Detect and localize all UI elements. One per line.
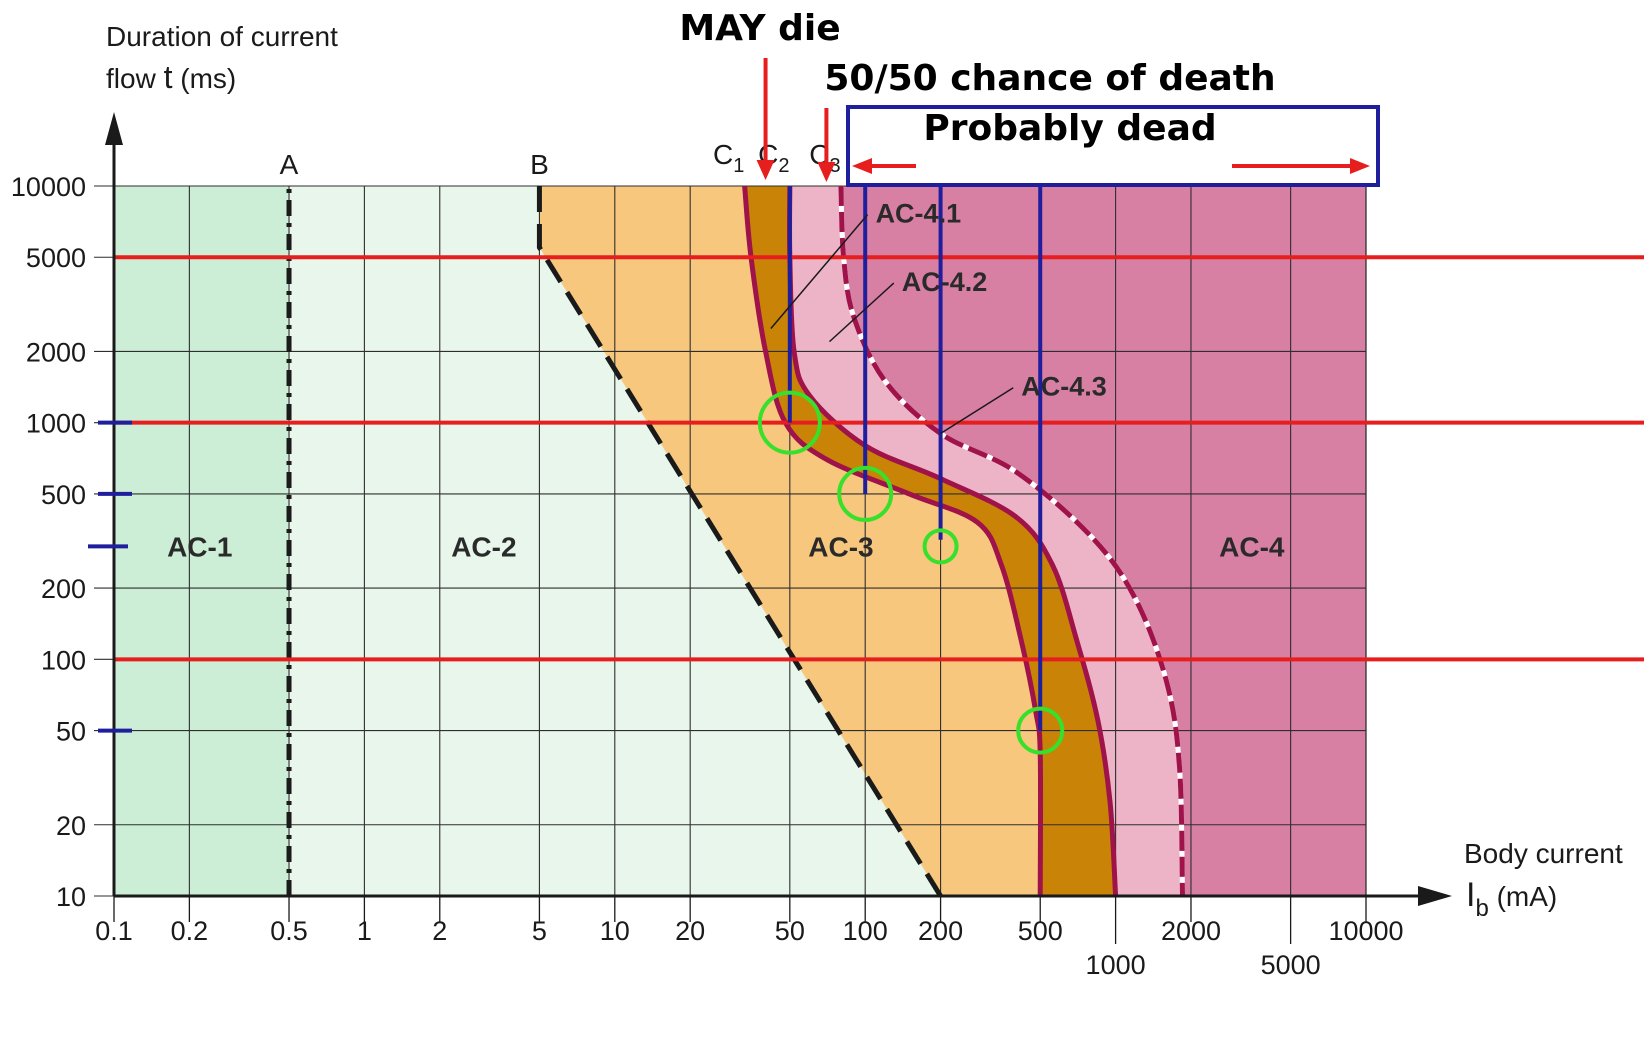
zone-label: AC-3 <box>808 531 873 562</box>
x-tick-label: 50 <box>775 916 805 946</box>
marker-lines <box>787 186 1043 731</box>
y-tick-label: 2000 <box>26 337 86 367</box>
fifty-arrow-head <box>817 162 836 182</box>
green-circle <box>1016 706 1065 755</box>
x-tick-label: 5 <box>532 916 547 946</box>
annotations: MAY die 50/50 chance of death Probably dea… <box>679 8 1380 187</box>
boundary-curves <box>286 185 1185 898</box>
y-tick-label: 50 <box>56 717 86 747</box>
subzone-pointer <box>828 282 895 343</box>
x-title-symbol: I <box>1466 876 1475 914</box>
annotation-fifty-fifty: 50/50 chance of death <box>824 58 1275 99</box>
y-tick-label: 500 <box>41 480 86 510</box>
y-tick-label: 1000 <box>26 409 86 439</box>
y-tick-label: 10 <box>56 882 86 912</box>
y-tick-label: 10000 <box>11 172 86 202</box>
x-tick-label: 0.2 <box>171 916 209 946</box>
x-tick-label: 2 <box>432 916 447 946</box>
zone-label: AC-4 <box>1219 531 1285 562</box>
curve-label-a: A <box>280 149 299 180</box>
x-tick-label: 2000 <box>1161 916 1221 946</box>
zone-label: AC-1 <box>167 531 232 562</box>
subzone-label: AC-4.3 <box>1021 372 1107 402</box>
subzone-pointer <box>940 387 1014 435</box>
x-tick-label: 10 <box>600 916 630 946</box>
x-axis-title-line2: Ib (mA) <box>1466 876 1557 922</box>
zone-ac4-fill <box>840 186 1366 896</box>
x-tick-label: 5000 <box>1261 950 1321 980</box>
x-tick-label: 500 <box>1018 916 1063 946</box>
curve-c3 <box>838 185 1185 897</box>
zone-ac1-fill <box>114 186 290 896</box>
x-tick-label: 0.1 <box>95 916 133 946</box>
probably-right-arrow-head <box>1350 158 1370 174</box>
green-circle <box>837 465 894 522</box>
curve-c1 <box>742 185 1044 897</box>
zone-label: AC-2 <box>451 531 516 562</box>
x-title-sub: b <box>1475 895 1488 922</box>
may-die-arrow-head <box>756 160 775 180</box>
x-title-unit: (mA) <box>1489 881 1557 912</box>
x-tick-label: 200 <box>918 916 963 946</box>
subzone-label: AC-4.1 <box>876 199 962 229</box>
subzone-pointer <box>770 214 869 329</box>
curve-b <box>536 186 943 898</box>
y-axis-arrow <box>105 112 123 145</box>
x-axis-title-line1: Body current <box>1464 838 1623 869</box>
annotation-may-die: MAY die <box>679 8 840 49</box>
intersection-circles <box>757 390 1065 755</box>
probably-left-arrow-head <box>852 158 872 174</box>
probably-dead-box <box>846 105 1380 187</box>
curve-sub: 2 <box>778 155 789 177</box>
x-axis-arrow <box>1418 886 1452 906</box>
y-tick-label: 200 <box>41 574 86 604</box>
x-tick-label: 20 <box>675 916 705 946</box>
annotation-probably-dead: Probably dead <box>923 108 1216 149</box>
x-tick-label: 1000 <box>1086 950 1146 980</box>
green-circle <box>757 390 822 455</box>
y-axis-title-line2: flow t (ms) <box>106 59 236 95</box>
y-tick-label: 100 <box>41 645 86 675</box>
green-circle <box>922 528 959 565</box>
threshold-lines <box>114 255 1644 662</box>
y-axis-title-line1: Duration of current <box>106 21 338 52</box>
curve-label-c1: C1 <box>713 139 744 177</box>
y-tick-label: 20 <box>56 811 86 841</box>
y-title-prefix: flow <box>106 63 164 94</box>
curve-sub: 1 <box>733 155 744 177</box>
y-title-symbol: t <box>164 59 173 95</box>
x-tick-label: 10000 <box>1328 916 1403 946</box>
axes <box>88 112 1452 944</box>
curve-c2 <box>787 185 1119 897</box>
y-title-unit: (ms) <box>172 63 236 94</box>
subzone-label: AC-4.2 <box>902 267 988 297</box>
y-tick-label: 5000 <box>26 243 86 273</box>
curve-label-b: B <box>530 149 549 180</box>
x-tick-label: 0.5 <box>270 916 308 946</box>
curve-letter: C <box>713 139 733 170</box>
x-tick-label: 100 <box>843 916 888 946</box>
curve-sub: 3 <box>829 155 840 177</box>
x-tick-label: 1 <box>357 916 372 946</box>
